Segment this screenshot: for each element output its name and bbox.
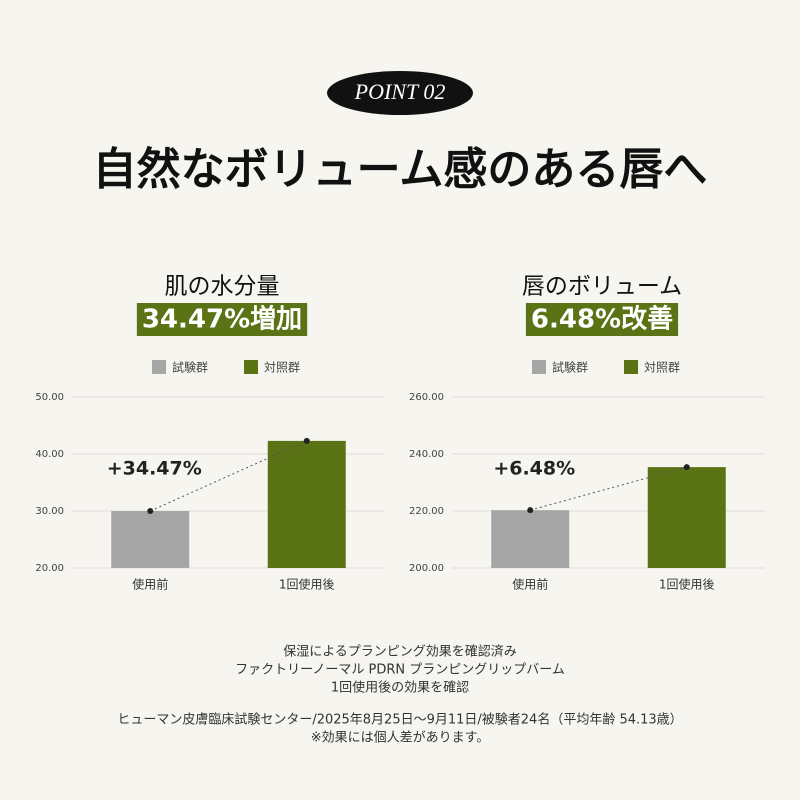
- highlight: 6.48%改善: [531, 304, 673, 335]
- y-tick-label: 20.00: [35, 563, 64, 574]
- chart-title: 肌の水分量: [165, 274, 280, 300]
- legend-label: 対照群: [264, 361, 300, 375]
- legend-label: 試験群: [552, 360, 588, 375]
- bar: [647, 467, 726, 568]
- note: ※効果には個人差があります。: [311, 731, 490, 746]
- point: [527, 507, 534, 514]
- legend-swatch: [532, 360, 546, 374]
- trend-line: [530, 466, 687, 511]
- legend-swatch: [624, 360, 638, 374]
- headline: 自然なボリューム感のある唇へ: [93, 144, 708, 195]
- bar: [111, 511, 190, 568]
- point: [147, 508, 154, 514]
- y-tick-label: 200.00: [409, 563, 444, 574]
- x-tick-label: 使用前: [512, 577, 548, 592]
- note: 保湿によるプランピング効果を確認済み: [283, 644, 517, 660]
- y-tick-label: 220.00: [409, 506, 444, 517]
- badge-bg: [327, 71, 473, 115]
- chart-title: 唇のボリューム: [522, 274, 682, 300]
- x-tick-label: 1回使用後: [659, 577, 715, 592]
- x-tick-label: 使用前: [132, 577, 168, 592]
- highlight: 34.47%増加: [142, 305, 302, 335]
- y-tick-label: 260.00: [409, 392, 444, 403]
- y-tick-label: 240.00: [409, 449, 444, 460]
- legend-swatch: [152, 360, 166, 374]
- x-tick-label: 1回使用後: [279, 577, 335, 592]
- note: 1回使用後の効果を確認: [331, 680, 469, 696]
- highlight-bg: [525, 303, 679, 336]
- annotation: +6.48%: [493, 457, 575, 479]
- bar: [267, 440, 346, 568]
- trend-line: [150, 440, 307, 512]
- y-tick-label: 40.00: [35, 449, 64, 460]
- annotation: +34.47%: [107, 457, 202, 479]
- y-tick-label: 50.00: [35, 392, 64, 403]
- legend-label: 対照群: [644, 361, 680, 375]
- point: [303, 437, 310, 444]
- badge: POINT 02: [354, 79, 446, 104]
- legend-label: 試験群: [172, 360, 208, 375]
- highlight-bg: [136, 303, 308, 336]
- bar: [491, 510, 570, 568]
- note: ファクトリーノーマル PDRN プランピングリップバーム: [235, 663, 565, 678]
- note: ヒューマン皮膚臨床試験センター/2025年8月25日〜9月11日/被験者24名（…: [117, 712, 682, 728]
- point: [683, 464, 690, 471]
- legend-swatch: [244, 360, 258, 374]
- y-tick-label: 30.00: [35, 506, 64, 517]
